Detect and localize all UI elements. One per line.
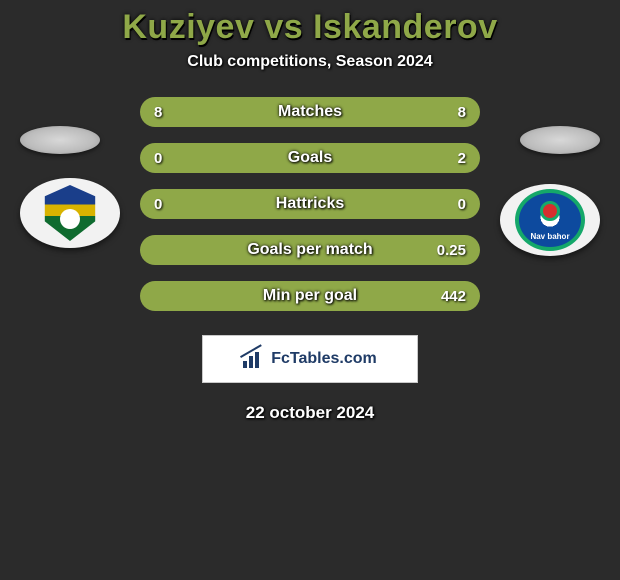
stat-label: Goals per match	[247, 241, 372, 259]
stat-right-value: 0.25	[426, 242, 466, 259]
stat-row-goals: 0 Goals 2	[140, 143, 480, 173]
stats-list: 8 Matches 8 0 Goals 2 0 Hattricks 0 Goal…	[0, 97, 620, 311]
stat-label: Hattricks	[276, 195, 344, 213]
stat-left-value: 0	[154, 196, 194, 213]
stat-row-min-per-goal: Min per goal 442	[140, 281, 480, 311]
stat-row-goals-per-match: Goals per match 0.25	[140, 235, 480, 265]
subtitle: Club competitions, Season 2024	[187, 53, 432, 71]
stat-label: Min per goal	[263, 287, 357, 305]
stat-left-value: 8	[154, 104, 194, 121]
stat-label: Matches	[278, 103, 342, 121]
stat-row-matches: 8 Matches 8	[140, 97, 480, 127]
stat-row-hattricks: 0 Hattricks 0	[140, 189, 480, 219]
stat-left-value: 0	[154, 150, 194, 167]
date-label: 22 october 2024	[246, 403, 375, 423]
bar-chart-icon	[243, 350, 265, 368]
watermark-text: FcTables.com	[271, 350, 377, 368]
stat-right-value: 2	[426, 150, 466, 167]
stat-right-value: 442	[426, 288, 466, 305]
watermark: FcTables.com	[202, 335, 418, 383]
stat-label: Goals	[288, 149, 332, 167]
stat-right-value: 8	[426, 104, 466, 121]
page-title: Kuziyev vs Iskanderov	[122, 8, 497, 47]
comparison-card: Kuziyev vs Iskanderov Club competitions,…	[0, 0, 620, 580]
stat-right-value: 0	[426, 196, 466, 213]
